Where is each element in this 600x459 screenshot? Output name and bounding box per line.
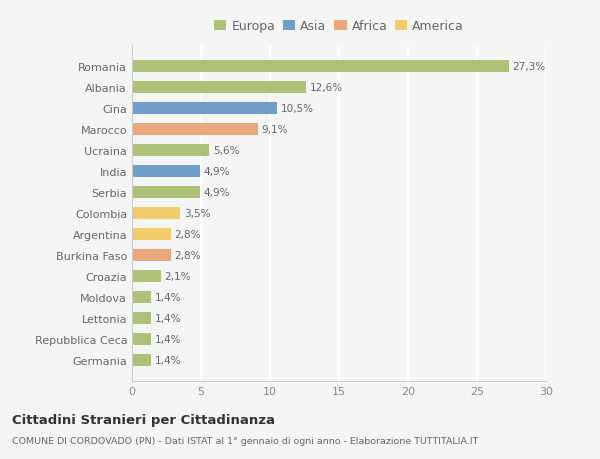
Text: 2,8%: 2,8% [174, 230, 200, 239]
Bar [132, 103, 277, 114]
Bar [132, 187, 200, 198]
Bar [132, 270, 161, 282]
Legend: Europa, Asia, Africa, America: Europa, Asia, Africa, America [214, 20, 464, 33]
Text: 27,3%: 27,3% [512, 62, 545, 72]
Bar [132, 229, 170, 240]
Bar [132, 82, 306, 94]
Text: 3,5%: 3,5% [184, 208, 210, 218]
Text: 2,8%: 2,8% [174, 250, 200, 260]
Text: 1,4%: 1,4% [155, 334, 181, 344]
Text: 1,4%: 1,4% [155, 292, 181, 302]
Bar [132, 61, 509, 73]
Text: 9,1%: 9,1% [261, 125, 287, 134]
Text: 10,5%: 10,5% [280, 104, 313, 114]
Bar [132, 313, 151, 324]
Bar [132, 354, 151, 366]
Bar [132, 333, 151, 345]
Bar [132, 145, 209, 157]
Text: COMUNE DI CORDOVADO (PN) - Dati ISTAT al 1° gennaio di ogni anno - Elaborazione : COMUNE DI CORDOVADO (PN) - Dati ISTAT al… [12, 436, 478, 445]
Bar [132, 207, 181, 219]
Text: 12,6%: 12,6% [310, 83, 343, 93]
Bar [132, 250, 170, 261]
Bar [132, 166, 200, 177]
Text: 1,4%: 1,4% [155, 313, 181, 323]
Text: 4,9%: 4,9% [203, 188, 230, 197]
Text: 5,6%: 5,6% [213, 146, 239, 156]
Bar [132, 291, 151, 303]
Text: 1,4%: 1,4% [155, 355, 181, 365]
Bar [132, 124, 257, 135]
Text: Cittadini Stranieri per Cittadinanza: Cittadini Stranieri per Cittadinanza [12, 413, 275, 426]
Text: 2,1%: 2,1% [164, 271, 191, 281]
Text: 4,9%: 4,9% [203, 167, 230, 177]
